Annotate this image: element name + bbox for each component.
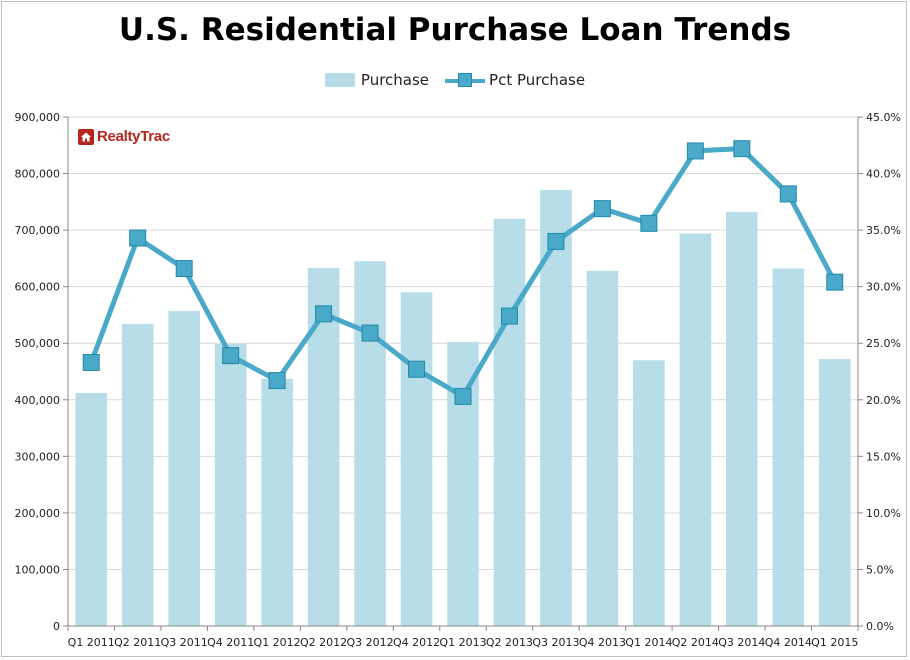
bar: [75, 392, 108, 626]
x-tick-label: Q1 2013: [439, 636, 486, 649]
bar-series: [75, 189, 851, 627]
legend-swatch-bar: [324, 73, 355, 87]
x-tick-label: Q1 2015: [811, 636, 858, 649]
bar: [726, 212, 758, 626]
x-tick-label: Q4 2013: [579, 636, 626, 649]
x-tick-label: Q1 2014: [625, 636, 672, 649]
tick-labels: 0 0.0% 100,000 5.0% 200,000 10.0% 300,000 15.0%…: [15, 111, 901, 649]
bar: [679, 233, 712, 626]
right-tick-label: 45.0%: [866, 111, 901, 124]
bar: [168, 310, 200, 626]
left-tick-label: 500,000: [15, 337, 61, 350]
x-tick-label: Q3 2014: [718, 636, 765, 649]
bar: [493, 218, 526, 627]
left-tick-label: 200,000: [15, 507, 61, 520]
bar: [214, 343, 247, 626]
line-marker: [82, 353, 100, 371]
line-marker: [454, 387, 472, 405]
x-tick-label: Q1 2011: [68, 636, 115, 649]
x-tick-label: Q2 2013: [486, 636, 533, 649]
x-tick-label: Q2 2014: [672, 636, 719, 649]
left-tick-label: 400,000: [15, 394, 61, 407]
line-marker: [640, 214, 658, 232]
bar: [121, 323, 154, 626]
house-icon: [78, 128, 94, 145]
line-marker: [547, 232, 565, 250]
line-marker: [315, 305, 333, 323]
legend-item-purchase: Purchase: [324, 71, 430, 89]
x-tick-label: Q4 2012: [393, 636, 440, 649]
line-marker: [268, 372, 286, 390]
right-tick-label: 20.0%: [866, 394, 901, 407]
x-tick-label: Q3 2013: [532, 636, 579, 649]
legend: Purchase Pct Purchase: [0, 71, 910, 89]
x-tick-label: Q3 2012: [346, 636, 393, 649]
logo-text: RealtyTrac: [97, 128, 170, 145]
bar: [818, 359, 851, 626]
right-tick-label: 10.0%: [866, 507, 901, 520]
line-marker: [826, 273, 844, 291]
left-tick-label: 300,000: [15, 450, 61, 463]
axes: [63, 116, 863, 631]
line-marker: [733, 140, 751, 158]
line-marker: [779, 185, 797, 203]
line-marker: [408, 360, 426, 378]
realtytrac-logo: RealtyTrac: [78, 128, 170, 145]
left-tick-label: 800,000: [15, 168, 61, 181]
left-tick-label: 100,000: [15, 563, 61, 576]
bar: [400, 292, 433, 626]
bar: [447, 342, 479, 626]
legend-swatch-line: [445, 73, 486, 87]
bar: [772, 268, 805, 626]
right-tick-label: 40.0%: [866, 168, 901, 181]
line-marker: [175, 260, 193, 278]
line-marker: [686, 142, 704, 160]
right-tick-label: 35.0%: [866, 224, 901, 237]
legend-label-pct-purchase: Pct Purchase: [489, 71, 586, 89]
legend-item-pct-purchase: Pct Purchase: [445, 71, 585, 89]
bar: [586, 270, 619, 626]
x-tick-label: Q1 2012: [254, 636, 301, 649]
x-tick-label: Q2 2011: [114, 636, 161, 649]
x-tick-label: Q4 2014: [765, 636, 812, 649]
line-marker: [222, 347, 240, 365]
right-tick-label: 5.0%: [866, 563, 894, 576]
bar: [354, 261, 386, 626]
line-series: [82, 140, 844, 405]
line-marker: [129, 229, 147, 247]
right-tick-label: 0.0%: [866, 620, 894, 633]
right-tick-label: 30.0%: [866, 281, 901, 294]
left-tick-label: 700,000: [15, 224, 61, 237]
x-tick-label: Q2 2012: [300, 636, 347, 649]
line-marker: [361, 324, 379, 342]
left-tick-label: 0: [53, 620, 60, 633]
legend-label-purchase: Purchase: [360, 71, 430, 89]
line-marker: [593, 200, 611, 218]
bar: [633, 360, 665, 626]
x-tick-label: Q4 2011: [207, 636, 254, 649]
line-marker: [500, 307, 518, 325]
left-tick-label: 900,000: [15, 111, 61, 124]
chart-title: U.S. Residential Purchase Loan Trends: [118, 12, 792, 48]
right-tick-label: 25.0%: [866, 337, 901, 350]
bar: [261, 378, 293, 626]
right-tick-label: 15.0%: [866, 450, 901, 463]
left-tick-label: 600,000: [15, 281, 61, 294]
x-tick-label: Q3 2011: [161, 636, 208, 649]
